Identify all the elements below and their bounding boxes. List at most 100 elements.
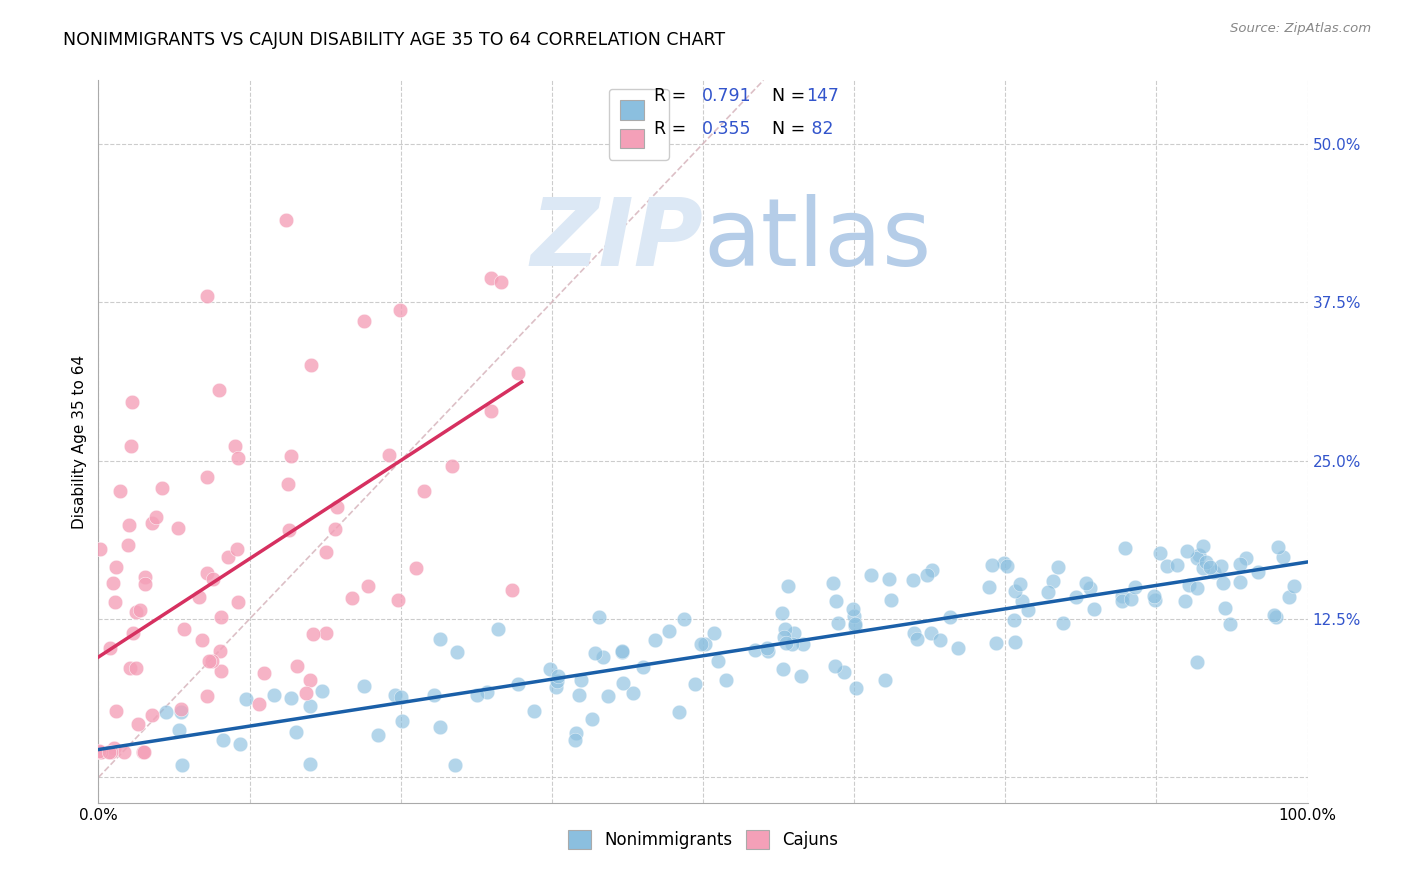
Point xyxy=(1002,613,1025,627)
Point xyxy=(90,745,112,759)
Point xyxy=(845,681,868,696)
Point xyxy=(501,583,523,598)
Point xyxy=(995,558,1018,573)
Point xyxy=(298,757,321,772)
Point xyxy=(583,646,606,660)
Point xyxy=(1185,550,1208,565)
Point xyxy=(128,603,150,617)
Point xyxy=(547,669,569,683)
Point xyxy=(253,666,276,681)
Text: ZIP: ZIP xyxy=(530,194,703,286)
Point xyxy=(544,680,567,694)
Point xyxy=(384,688,406,702)
Point xyxy=(523,704,546,718)
Point xyxy=(263,688,285,702)
Point xyxy=(859,567,882,582)
Point xyxy=(880,592,903,607)
Point xyxy=(538,662,561,676)
Point xyxy=(672,612,695,626)
Point xyxy=(1272,549,1295,564)
Point xyxy=(1064,590,1087,604)
Point xyxy=(387,593,409,607)
Point xyxy=(389,303,412,318)
Point xyxy=(981,558,1004,573)
Text: 0.355: 0.355 xyxy=(702,120,751,138)
Point xyxy=(195,566,218,581)
Point xyxy=(299,673,322,687)
Point xyxy=(104,595,127,609)
Point xyxy=(564,732,586,747)
Point xyxy=(235,691,257,706)
Point xyxy=(311,683,333,698)
Point xyxy=(1264,610,1286,624)
Point xyxy=(391,714,413,729)
Point xyxy=(145,510,167,524)
Point xyxy=(581,712,603,726)
Point xyxy=(1188,548,1211,562)
Point xyxy=(569,673,592,687)
Point xyxy=(301,627,323,641)
Point xyxy=(695,637,717,651)
Point xyxy=(209,664,232,678)
Point xyxy=(905,632,928,646)
Point xyxy=(287,659,309,673)
Point xyxy=(707,654,730,668)
Point xyxy=(1263,608,1285,623)
Point xyxy=(1219,617,1241,632)
Point xyxy=(506,677,529,691)
Point xyxy=(367,728,389,742)
Point xyxy=(1042,574,1064,588)
Point xyxy=(946,640,969,655)
Point xyxy=(703,626,725,640)
Point xyxy=(915,567,938,582)
Point xyxy=(920,626,942,640)
Point xyxy=(121,395,143,409)
Point xyxy=(842,609,865,624)
Point xyxy=(979,580,1001,594)
Point xyxy=(112,745,135,759)
Point xyxy=(357,579,380,593)
Point xyxy=(224,439,246,453)
Point xyxy=(117,538,139,552)
Point xyxy=(1277,591,1299,605)
Point xyxy=(598,690,620,704)
Point xyxy=(592,650,614,665)
Point xyxy=(167,723,190,737)
Point xyxy=(1267,540,1289,554)
Point xyxy=(790,669,813,683)
Point xyxy=(756,644,779,658)
Point xyxy=(875,673,897,687)
Point xyxy=(1204,565,1226,579)
Point xyxy=(921,563,943,577)
Point xyxy=(150,481,173,495)
Point xyxy=(1119,592,1142,607)
Point xyxy=(901,574,924,588)
Point xyxy=(1212,576,1234,591)
Point xyxy=(1213,601,1236,615)
Point xyxy=(621,686,644,700)
Point xyxy=(167,520,190,534)
Point xyxy=(326,500,349,514)
Point xyxy=(299,699,322,714)
Point xyxy=(134,570,156,584)
Point xyxy=(134,577,156,591)
Point xyxy=(1192,539,1215,553)
Point xyxy=(225,542,247,557)
Point xyxy=(201,572,224,586)
Point xyxy=(479,270,502,285)
Point xyxy=(903,625,925,640)
Point xyxy=(274,212,297,227)
Point xyxy=(644,633,666,648)
Point xyxy=(714,673,737,688)
Point xyxy=(775,636,797,650)
Point xyxy=(125,605,148,619)
Point xyxy=(155,705,177,719)
Text: N =: N = xyxy=(761,120,810,138)
Point xyxy=(97,745,120,759)
Point xyxy=(832,665,855,679)
Point xyxy=(1234,550,1257,565)
Point xyxy=(1143,592,1166,607)
Point xyxy=(588,610,610,624)
Point xyxy=(782,637,804,651)
Point xyxy=(744,643,766,657)
